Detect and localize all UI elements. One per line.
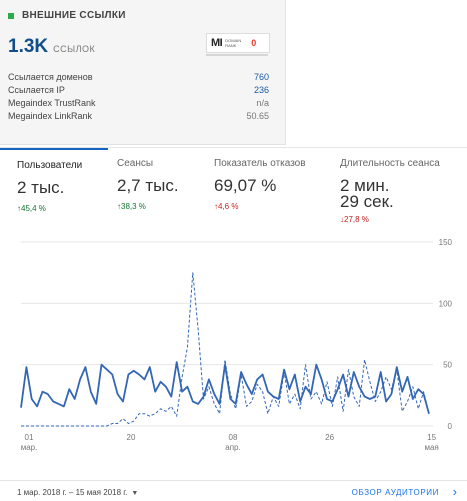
metric-value: 69,07 % — [214, 176, 277, 195]
backlinks-count: 1.3K — [8, 36, 49, 57]
stat-value-link[interactable]: 760 — [253, 72, 269, 82]
analytics-overview-card: Пользователи 2 тыс. ↑45,4 % Сеансы 2,7 т… — [0, 147, 467, 501]
metric-change: ↑38,3 % — [117, 202, 146, 211]
x-tick-label: 08 — [229, 433, 238, 442]
stat-label: Ссылается доменов — [8, 72, 93, 82]
metric-change: ↑4,6 % — [214, 202, 239, 211]
metric-tab-session-duration[interactable]: Длительность сеанса 2 мин. 29 сек. ↓27,8… — [332, 148, 467, 226]
backlinks-total: 1.3K ССЫЛОК — [8, 36, 95, 58]
green-square-icon — [8, 12, 14, 19]
megaindex-logo: MI — [211, 37, 223, 49]
metric-change: ↓27,8 % — [340, 215, 369, 224]
metric-change: ↑45,4 % — [17, 204, 46, 213]
metric-tab-sessions[interactable]: Сеансы 2,7 тыс. ↑38,3 % — [108, 148, 206, 226]
stat-value-link[interactable]: 236 — [253, 85, 269, 95]
stat-row-trustrank: Megaindex TrustRank n/a — [8, 97, 269, 110]
backlinks-header: ВНЕШНИЕ ССЫЛКИ — [8, 10, 126, 21]
metric-value: 2,7 тыс. — [117, 176, 179, 195]
backlinks-title: ВНЕШНИЕ ССЫЛКИ — [22, 10, 126, 21]
metric-label: Сеансы — [117, 158, 154, 169]
stat-value: 50.65 — [246, 111, 269, 121]
x-tick-label-month: апр. — [225, 443, 240, 452]
megaindex-domain-rank-badge[interactable]: MI DOMAIN RANK 0 — [206, 33, 270, 53]
stat-label: Ссылается IP — [8, 85, 65, 95]
x-tick-label: 15 — [427, 433, 436, 442]
y-tick-label: 100 — [439, 299, 453, 308]
metric-label: Пользователи — [17, 160, 83, 171]
date-range-text: 1 мар. 2018 г. – 15 мая 2018 г. — [17, 488, 128, 497]
y-tick-label: 0 — [448, 422, 453, 431]
x-tick-label: 20 — [127, 433, 136, 442]
metric-tab-bounce-rate[interactable]: Показатель отказов 69,07 % ↑4,6 % — [206, 148, 332, 226]
badge-divider — [206, 54, 268, 56]
metric-label: Длительность сеанса — [340, 158, 440, 169]
card-footer: 1 мар. 2018 г. – 15 мая 2018 г. ▼ ОБЗОР А… — [0, 480, 467, 501]
stat-row-ip: Ссылается IP 236 — [8, 84, 269, 97]
stat-label: Megaindex TrustRank — [8, 98, 96, 108]
x-tick-label: 26 — [325, 433, 334, 442]
metric-value: 2 тыс. — [17, 178, 65, 197]
date-range-selector[interactable]: 1 мар. 2018 г. – 15 мая 2018 г. ▼ — [17, 488, 138, 497]
metric-value-seconds: 29 сек. — [340, 192, 394, 211]
y-tick-label: 150 — [439, 238, 453, 247]
x-tick-label-month: мар. — [21, 443, 38, 452]
backlinks-card: ВНЕШНИЕ ССЫЛКИ 1.3K ССЫЛОК MI DOMAIN RAN… — [0, 0, 286, 145]
backlinks-unit: ССЫЛОК — [53, 44, 96, 54]
users-line — [20, 361, 430, 414]
y-tick-label: 50 — [443, 361, 452, 370]
audience-overview-link[interactable]: ОБЗОР АУДИТОРИИ — [351, 488, 439, 497]
metric-label: Показатель отказов — [214, 158, 306, 169]
chevron-right-icon[interactable]: › — [452, 484, 457, 499]
metric-tab-users[interactable]: Пользователи 2 тыс. ↑45,4 % — [0, 148, 108, 228]
stat-label: Megaindex LinkRank — [8, 111, 93, 121]
caret-down-icon: ▼ — [131, 490, 139, 497]
stat-row-domains: Ссылается доменов 760 — [8, 71, 269, 84]
stat-value: n/a — [256, 98, 269, 108]
metric-value-minutes: 2 мин. — [340, 176, 390, 195]
previous-period-line — [21, 272, 430, 427]
domain-rank-value: 0 — [251, 38, 257, 48]
x-tick-label-month: мая — [424, 443, 438, 452]
domain-rank-caption: DOMAIN RANK — [225, 38, 242, 48]
x-tick-label: 01 — [25, 433, 34, 442]
stat-row-linkrank: Megaindex LinkRank 50.65 — [8, 110, 269, 123]
backlinks-stats: Ссылается доменов 760 Ссылается IP 236 M… — [8, 71, 269, 123]
